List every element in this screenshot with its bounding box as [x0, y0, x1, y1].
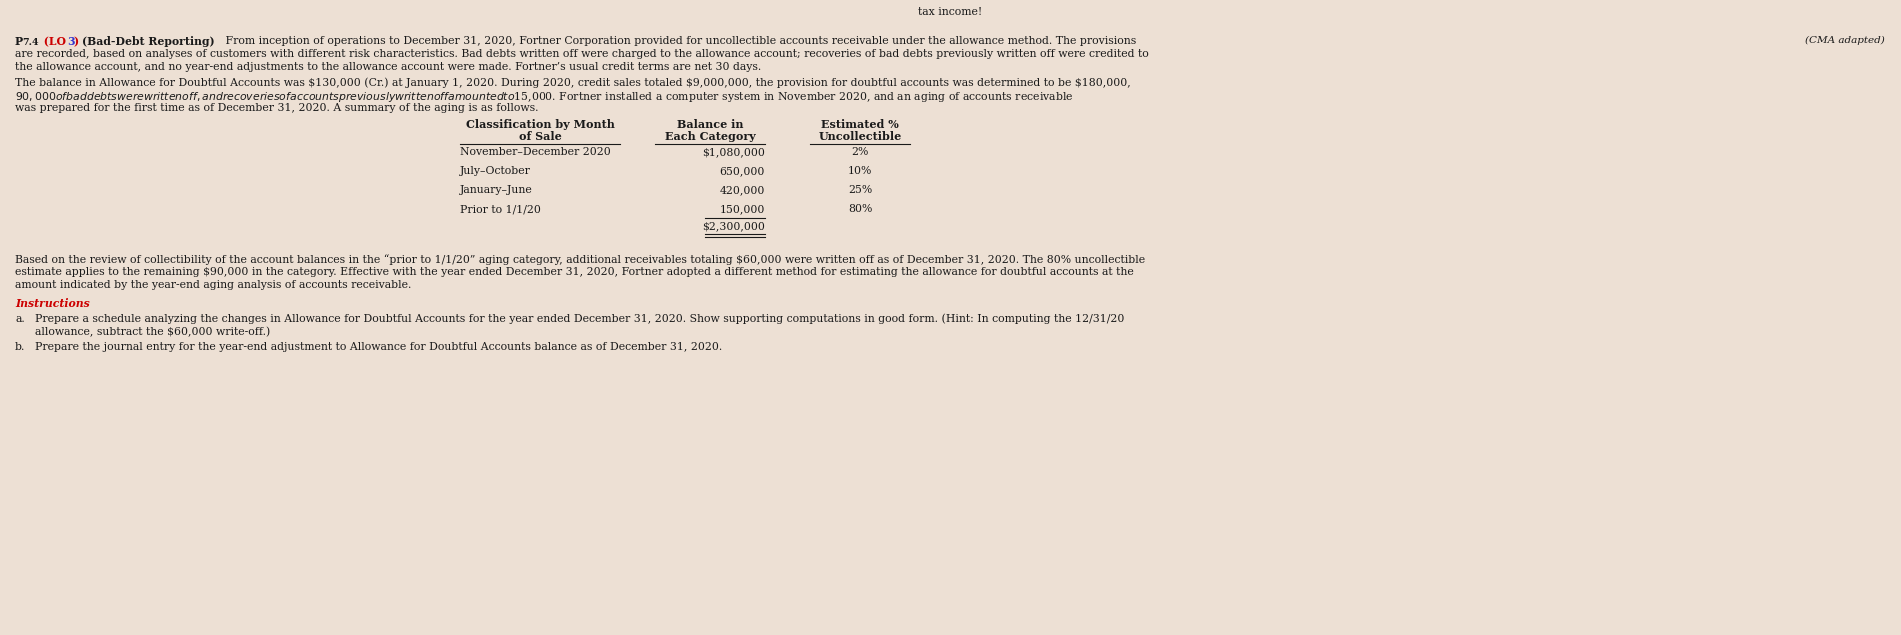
Text: was prepared for the first time as of December 31, 2020. A summary of the aging : was prepared for the first time as of De… — [15, 103, 538, 113]
Text: 420,000: 420,000 — [720, 185, 764, 195]
Text: 650,000: 650,000 — [720, 166, 764, 176]
Text: 150,000: 150,000 — [720, 204, 764, 214]
Text: the allowance account, and no year-end adjustments to the allowance account were: the allowance account, and no year-end a… — [15, 62, 760, 72]
Text: P: P — [15, 36, 23, 47]
Text: Prior to 1/1/20: Prior to 1/1/20 — [460, 204, 542, 214]
Text: $2,300,000: $2,300,000 — [701, 221, 764, 231]
Text: are recorded, based on analyses of customers with different risk characteristics: are recorded, based on analyses of custo… — [15, 49, 1148, 59]
Text: of Sale: of Sale — [519, 131, 561, 142]
Text: Uncollectible: Uncollectible — [817, 131, 901, 142]
Text: $90,000 of bad debts were written off, and recoveries of accounts previously wri: $90,000 of bad debts were written off, a… — [15, 90, 1074, 104]
Text: Balance in: Balance in — [677, 119, 743, 130]
Text: Instructions: Instructions — [15, 298, 89, 309]
Text: Estimated %: Estimated % — [821, 119, 899, 130]
Text: tax income!: tax income! — [918, 7, 983, 17]
Text: ): ) — [74, 36, 84, 47]
Text: 3: 3 — [67, 36, 74, 47]
Text: Prepare a schedule analyzing the changes in Allowance for Doubtful Accounts for : Prepare a schedule analyzing the changes… — [34, 314, 1123, 324]
Text: 80%: 80% — [848, 204, 873, 214]
Text: (Bad-Debt Reporting): (Bad-Debt Reporting) — [82, 36, 215, 47]
Text: November–December 2020: November–December 2020 — [460, 147, 610, 157]
Text: 7.4: 7.4 — [23, 38, 38, 47]
Text: The balance in Allowance for Doubtful Accounts was $130,000 (Cr.) at January 1, : The balance in Allowance for Doubtful Ac… — [15, 77, 1131, 88]
Text: Classification by Month: Classification by Month — [466, 119, 614, 130]
Text: From inception of operations to December 31, 2020, Fortner Corporation provided : From inception of operations to December… — [222, 36, 1137, 46]
Text: a.: a. — [15, 314, 25, 323]
Text: 10%: 10% — [848, 166, 873, 176]
Text: $1,080,000: $1,080,000 — [701, 147, 764, 157]
Text: (CMA adapted): (CMA adapted) — [1806, 36, 1886, 45]
Text: Based on the review of collectibility of the account balances in the “prior to 1: Based on the review of collectibility of… — [15, 255, 1144, 265]
Text: July–October: July–October — [460, 166, 530, 176]
Text: 2%: 2% — [852, 147, 869, 157]
Text: Prepare the journal entry for the year-end adjustment to Allowance for Doubtful : Prepare the journal entry for the year-e… — [34, 342, 722, 352]
Text: estimate applies to the remaining $90,000 in the category. Effective with the ye: estimate applies to the remaining $90,00… — [15, 267, 1133, 277]
Text: allowance, subtract the $60,000 write-off.): allowance, subtract the $60,000 write-of… — [34, 326, 270, 337]
Text: amount indicated by the year-end aging analysis of accounts receivable.: amount indicated by the year-end aging a… — [15, 281, 411, 290]
Text: 25%: 25% — [848, 185, 873, 195]
Text: b.: b. — [15, 342, 25, 352]
Text: (LO: (LO — [40, 36, 70, 47]
Text: January–June: January–June — [460, 185, 532, 195]
Text: Each Category: Each Category — [665, 131, 755, 142]
